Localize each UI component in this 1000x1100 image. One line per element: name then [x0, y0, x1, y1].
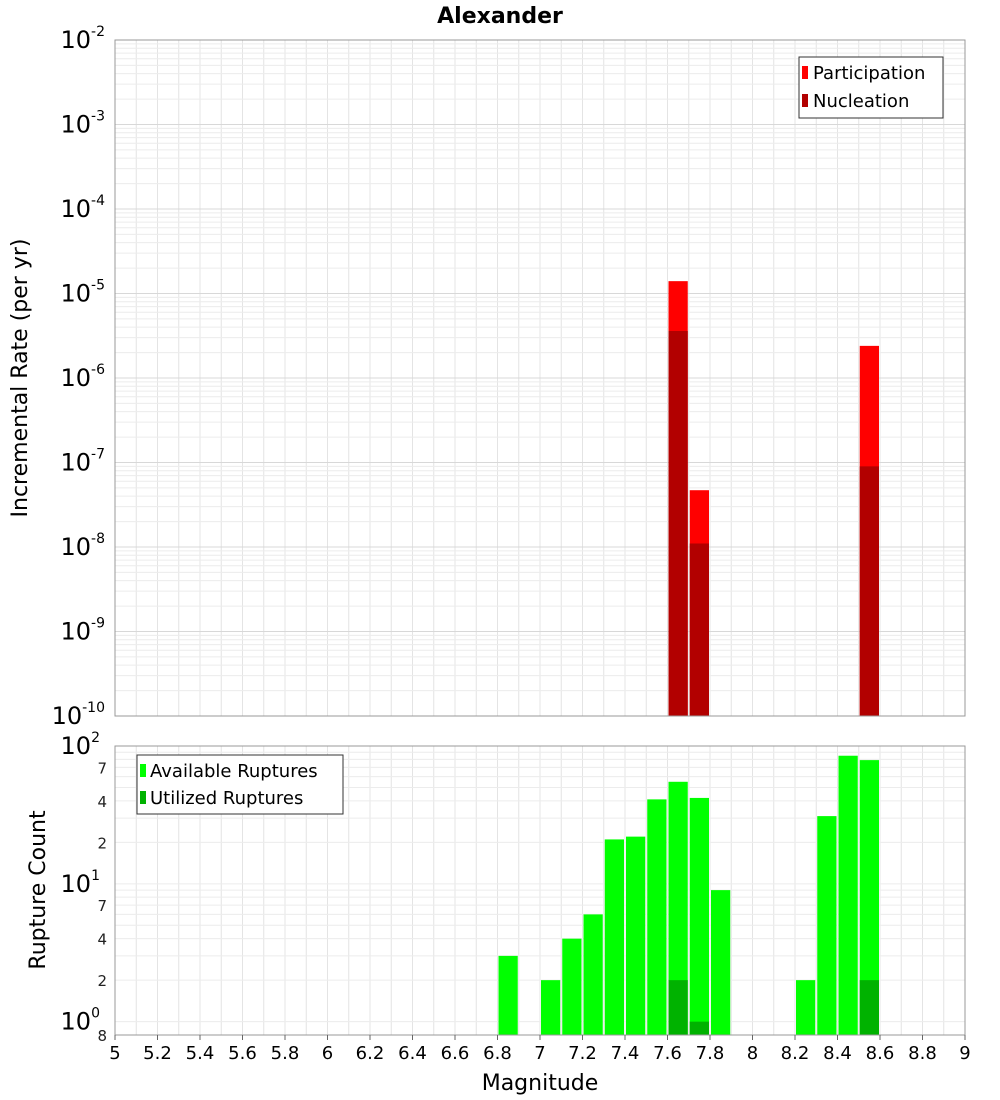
x-tick-label: 7.4 [611, 1043, 640, 1064]
count-legend-box [136, 754, 344, 815]
x-tick-label: 6 [322, 1043, 333, 1064]
x-tick-label: 6.6 [441, 1043, 470, 1064]
x-tick-label: 7 [534, 1043, 545, 1064]
nucleation-legend-label: Nucleation [813, 91, 909, 112]
available-rupture-bar [583, 914, 603, 1035]
rate-grid [115, 40, 966, 717]
x-tick-label: 6.4 [398, 1043, 427, 1064]
available-legend-label: Available Ruptures [150, 761, 318, 782]
count-y-minor-tick-label: 2 [97, 972, 107, 990]
x-tick-label: 5.6 [228, 1043, 257, 1064]
available-rupture-bar [562, 938, 582, 1035]
rate-y-ticks: 10-10 10-9 10-8 10-7 10-6 10-5 10-4 10-3 10-2 [52, 24, 106, 730]
nucleation-legend-swatch [802, 94, 808, 107]
x-tick-label: 5.8 [271, 1043, 300, 1064]
available-rupture-bar [859, 760, 879, 1035]
nucleation-bar [668, 330, 688, 716]
utilized-rupture-bar [668, 980, 688, 1035]
x-tick-label: 7.2 [568, 1043, 597, 1064]
available-rupture-bar [838, 755, 858, 1035]
x-tick-label: 6.2 [356, 1043, 385, 1064]
count-y-axis-label: Rupture Count [26, 810, 51, 970]
x-tick-label: 8.4 [823, 1043, 852, 1064]
x-tick-label: 5.2 [143, 1043, 172, 1064]
x-tick-label: 8.2 [781, 1043, 810, 1064]
rate-bars [668, 281, 879, 716]
utilized-legend-label: Utilized Ruptures [150, 788, 303, 809]
x-tick-label: 8.6 [866, 1043, 895, 1064]
magnitude-x-ticks: 5 5.2 5.4 5.6 5.8 6 6.2 6.4 6.6 6.8 7 7.2 7.4 7.6 7.8 8… [109, 1035, 971, 1064]
x-tick-label: 6.8 [483, 1043, 512, 1064]
rate-legend-box [798, 56, 944, 119]
x-tick-label: 7.8 [696, 1043, 725, 1064]
count-y-ticks: 102 101 100 7 4 2 7 4 2 8 [61, 730, 107, 1045]
count-bars [498, 755, 879, 1035]
rate-panel: 10-10 10-9 10-8 10-7 10-6 10-5 10-4 10-3 10-2 In… [8, 24, 966, 730]
available-rupture-bar [647, 799, 667, 1035]
rate-y-tick-label: 10-10 [52, 700, 105, 730]
rate-plot-border [114, 39, 966, 717]
count-y-minor-tick-label: 7 [97, 897, 107, 915]
rate-y-tick-label: 10-3 [60, 109, 105, 139]
count-legend: Available Ruptures Utilized Ruptures [136, 754, 344, 815]
x-axis-label: Magnitude [482, 1071, 599, 1096]
rate-y-tick-label: 10-7 [60, 447, 105, 477]
available-rupture-bar [498, 955, 518, 1035]
available-rupture-bar [668, 781, 688, 1035]
available-rupture-bar [817, 816, 837, 1035]
nucleation-bar [859, 466, 879, 716]
x-tick-label: 5.4 [186, 1043, 215, 1064]
available-rupture-bar [689, 797, 709, 1035]
count-y-minor-tick-label: 8 [97, 1027, 107, 1045]
participation-legend-swatch [802, 66, 808, 79]
rate-y-tick-label: 10-8 [60, 531, 105, 561]
rate-y-axis-label: Incremental Rate (per yr) [8, 239, 33, 518]
available-rupture-bar [796, 980, 816, 1035]
available-rupture-bar [604, 839, 624, 1035]
count-y-tick-label: 102 [61, 730, 100, 760]
count-y-minor-tick-label: 2 [97, 834, 107, 852]
count-y-minor-tick-label: 7 [97, 759, 107, 777]
chart-title: Alexander [437, 4, 563, 29]
rate-y-tick-label: 10-5 [60, 278, 105, 308]
x-tick-label: 8.8 [908, 1043, 937, 1064]
rate-y-tick-label: 10-9 [60, 616, 105, 646]
nucleation-bar [689, 543, 709, 716]
utilized-legend-swatch [140, 791, 146, 804]
x-tick-label: 5 [109, 1043, 120, 1064]
rate-legend: Participation Nucleation [798, 56, 944, 119]
x-tick-label: 7.6 [653, 1043, 682, 1064]
available-legend-swatch [140, 764, 146, 777]
rate-y-tick-label: 10-4 [60, 193, 105, 223]
participation-legend-label: Participation [813, 63, 925, 84]
count-y-minor-tick-label: 4 [97, 793, 107, 811]
count-panel: 102 101 100 7 4 2 7 4 2 8 5 5.2 5.4 5.6 5.8 6 6.2 6.4 6.6… [26, 730, 971, 1096]
count-y-tick-label: 100 [61, 1006, 100, 1036]
x-tick-label: 9 [959, 1043, 970, 1064]
utilized-rupture-bar [859, 980, 879, 1035]
available-rupture-bar [626, 836, 646, 1035]
available-rupture-bar [711, 890, 731, 1035]
rate-y-tick-label: 10-2 [60, 24, 105, 54]
available-rupture-bar [541, 980, 561, 1035]
count-y-tick-label: 101 [61, 868, 100, 898]
x-tick-label: 8 [747, 1043, 758, 1064]
count-y-minor-tick-label: 4 [97, 931, 107, 949]
utilized-rupture-bar [689, 1021, 709, 1035]
rate-y-tick-label: 10-6 [60, 362, 105, 392]
